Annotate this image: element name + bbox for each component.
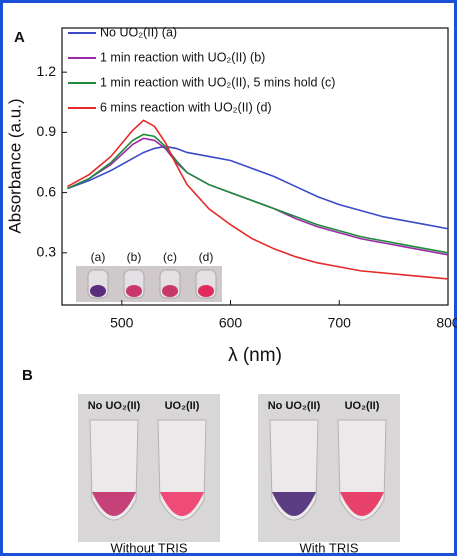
tube-liquid <box>92 492 136 516</box>
legend-label: No UO₂(II) (a) <box>100 25 177 39</box>
inset-label: (d) <box>199 250 214 264</box>
legend-label: 1 min reaction with UO₂(II), 5 mins hold… <box>100 75 335 89</box>
photo-label: No UO₂(II) <box>268 400 321 412</box>
y-tick-label: 0.6 <box>37 183 57 199</box>
inset-label: (b) <box>127 250 142 264</box>
legend-label: 1 min reaction with UO₂(II) (b) <box>100 50 265 64</box>
y-tick-label: 0.3 <box>37 244 57 260</box>
x-axis-title: λ (nm) <box>228 345 282 366</box>
photo-caption: base solution <box>111 553 188 556</box>
x-tick-label: 600 <box>219 315 243 331</box>
tube-liquid <box>160 492 204 516</box>
panel-label: B <box>22 367 33 384</box>
inset-label: (c) <box>163 250 177 264</box>
tube-liquid <box>126 285 142 297</box>
photo-label: No UO₂(II) <box>88 400 141 412</box>
series-line <box>67 145 449 230</box>
photo-label: UO₂(II) <box>345 400 380 412</box>
tube-liquid <box>198 285 214 297</box>
y-tick-label: 0.9 <box>37 123 57 139</box>
tube-liquid <box>90 285 106 297</box>
photo-caption: With TRIS <box>300 540 359 555</box>
photo-caption: base solution <box>291 553 368 556</box>
inset-label: (a) <box>91 250 106 264</box>
y-axis-title: Absorbance (a.u.) <box>5 98 24 233</box>
photo-label: UO₂(II) <box>165 400 200 412</box>
tube-liquid <box>162 285 178 297</box>
legend-label: 6 mins reaction with UO₂(II) (d) <box>100 100 272 114</box>
x-tick-label: 700 <box>328 315 352 331</box>
series-line <box>67 119 449 280</box>
plot-frame <box>61 27 449 306</box>
tube-liquid <box>340 492 384 516</box>
series-line <box>67 133 449 254</box>
panel-label: A <box>14 29 25 46</box>
tube-liquid <box>272 492 316 516</box>
photo-caption: Without TRIS <box>110 540 187 555</box>
x-tick-label: 800 <box>436 315 457 331</box>
y-tick-label: 1.2 <box>37 63 57 79</box>
x-tick-label: 500 <box>110 315 134 331</box>
